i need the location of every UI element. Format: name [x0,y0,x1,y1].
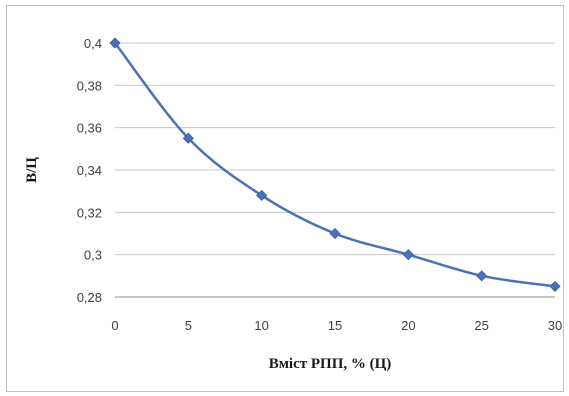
data-point [476,270,488,282]
series-line [114,42,556,288]
y-tick-label: 0,4 [84,36,102,51]
grid-lines [115,42,555,256]
x-tick-label: 15 [328,318,342,333]
series-markers [109,37,561,292]
data-point [549,280,561,292]
y-axis-ticks: 0,4 0,38 0,36 0,34 0,32 0,3 0,28 [77,36,102,305]
data-point [329,227,341,240]
y-tick-label: 0,32 [77,205,102,220]
x-tick-label: 25 [474,318,488,333]
y-axis-title: В/Ц [24,157,40,183]
y-tick-label: 0,36 [77,121,102,136]
data-point [182,132,194,144]
y-tick-label: 0,3 [84,248,102,263]
x-tick-label: 0 [111,318,118,333]
x-axis-ticks: 0 5 10 15 20 25 30 [111,318,562,333]
x-axis-title: Вміст РПП, % (Ц) [269,356,392,372]
data-point [402,249,414,261]
y-tick-label: 0,28 [77,290,102,305]
y-tick-label: 0,34 [77,163,102,178]
data-point [256,189,268,201]
x-tick-label: 10 [254,318,268,333]
y-tick-label: 0,38 [77,78,102,93]
chart-frame [6,5,564,392]
x-tick-label: 20 [401,318,415,333]
x-tick-label: 5 [185,318,192,333]
data-point [109,37,121,49]
x-tick-label: 30 [548,318,562,333]
